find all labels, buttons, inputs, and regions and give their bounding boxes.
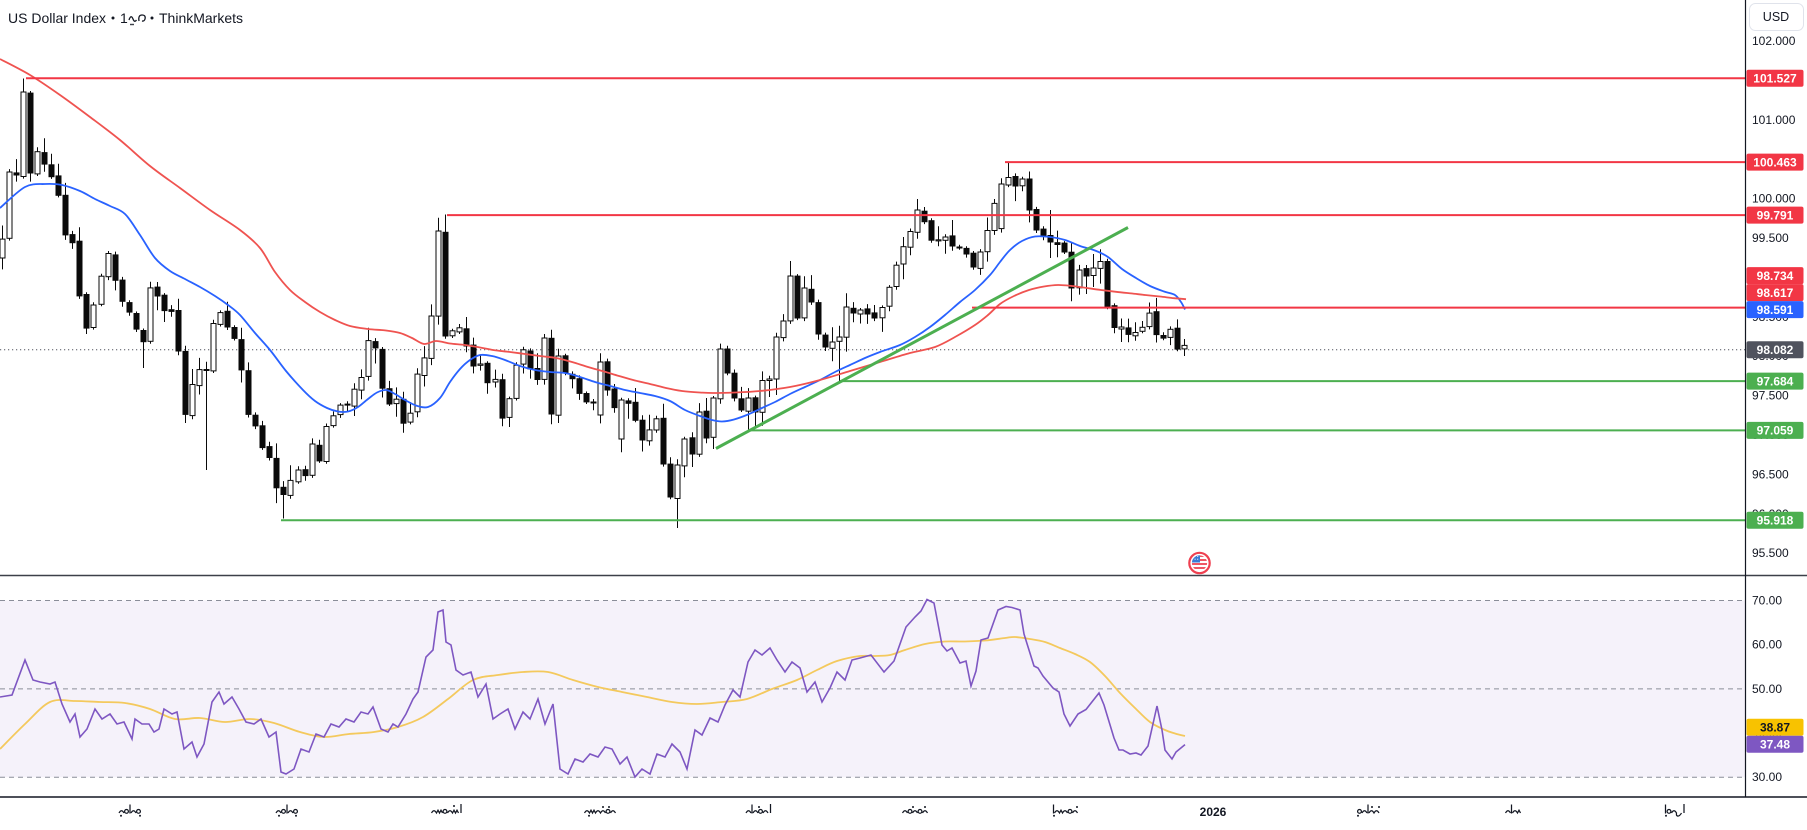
svg-text:97.684: 97.684 (1757, 374, 1794, 388)
svg-text:2026: 2026 (1200, 805, 1227, 819)
svg-text:97.059: 97.059 (1757, 424, 1794, 438)
svg-text:USD: USD (1763, 10, 1789, 24)
svg-text:100.463: 100.463 (1753, 155, 1797, 169)
svg-text:99.791: 99.791 (1757, 208, 1794, 222)
svg-text:70.00: 70.00 (1752, 594, 1782, 608)
svg-text:95.918: 95.918 (1757, 514, 1794, 528)
svg-text:1: 1 (120, 10, 128, 26)
svg-text:101.000: 101.000 (1752, 113, 1796, 127)
svg-text:95.500: 95.500 (1752, 546, 1789, 560)
svg-text:50.00: 50.00 (1752, 682, 1782, 696)
svg-text:102.000: 102.000 (1752, 34, 1796, 48)
svg-text:98.734: 98.734 (1757, 269, 1794, 283)
svg-text:97.500: 97.500 (1752, 389, 1789, 403)
svg-text:30.00: 30.00 (1752, 770, 1782, 784)
svg-text:98.591: 98.591 (1757, 303, 1794, 317)
svg-text:98.617: 98.617 (1757, 286, 1794, 300)
svg-text:100.000: 100.000 (1752, 192, 1796, 206)
svg-text:ThinkMarkets: ThinkMarkets (159, 10, 243, 26)
svg-text:37.48: 37.48 (1760, 737, 1790, 751)
svg-text:38.87: 38.87 (1760, 720, 1790, 734)
svg-text:99.500: 99.500 (1752, 231, 1789, 245)
svg-text:96.500: 96.500 (1752, 467, 1789, 481)
svg-text:US Dollar Index: US Dollar Index (8, 10, 106, 26)
svg-text:60.00: 60.00 (1752, 638, 1782, 652)
svg-text:101.527: 101.527 (1753, 72, 1797, 86)
svg-text:98.082: 98.082 (1757, 343, 1794, 357)
